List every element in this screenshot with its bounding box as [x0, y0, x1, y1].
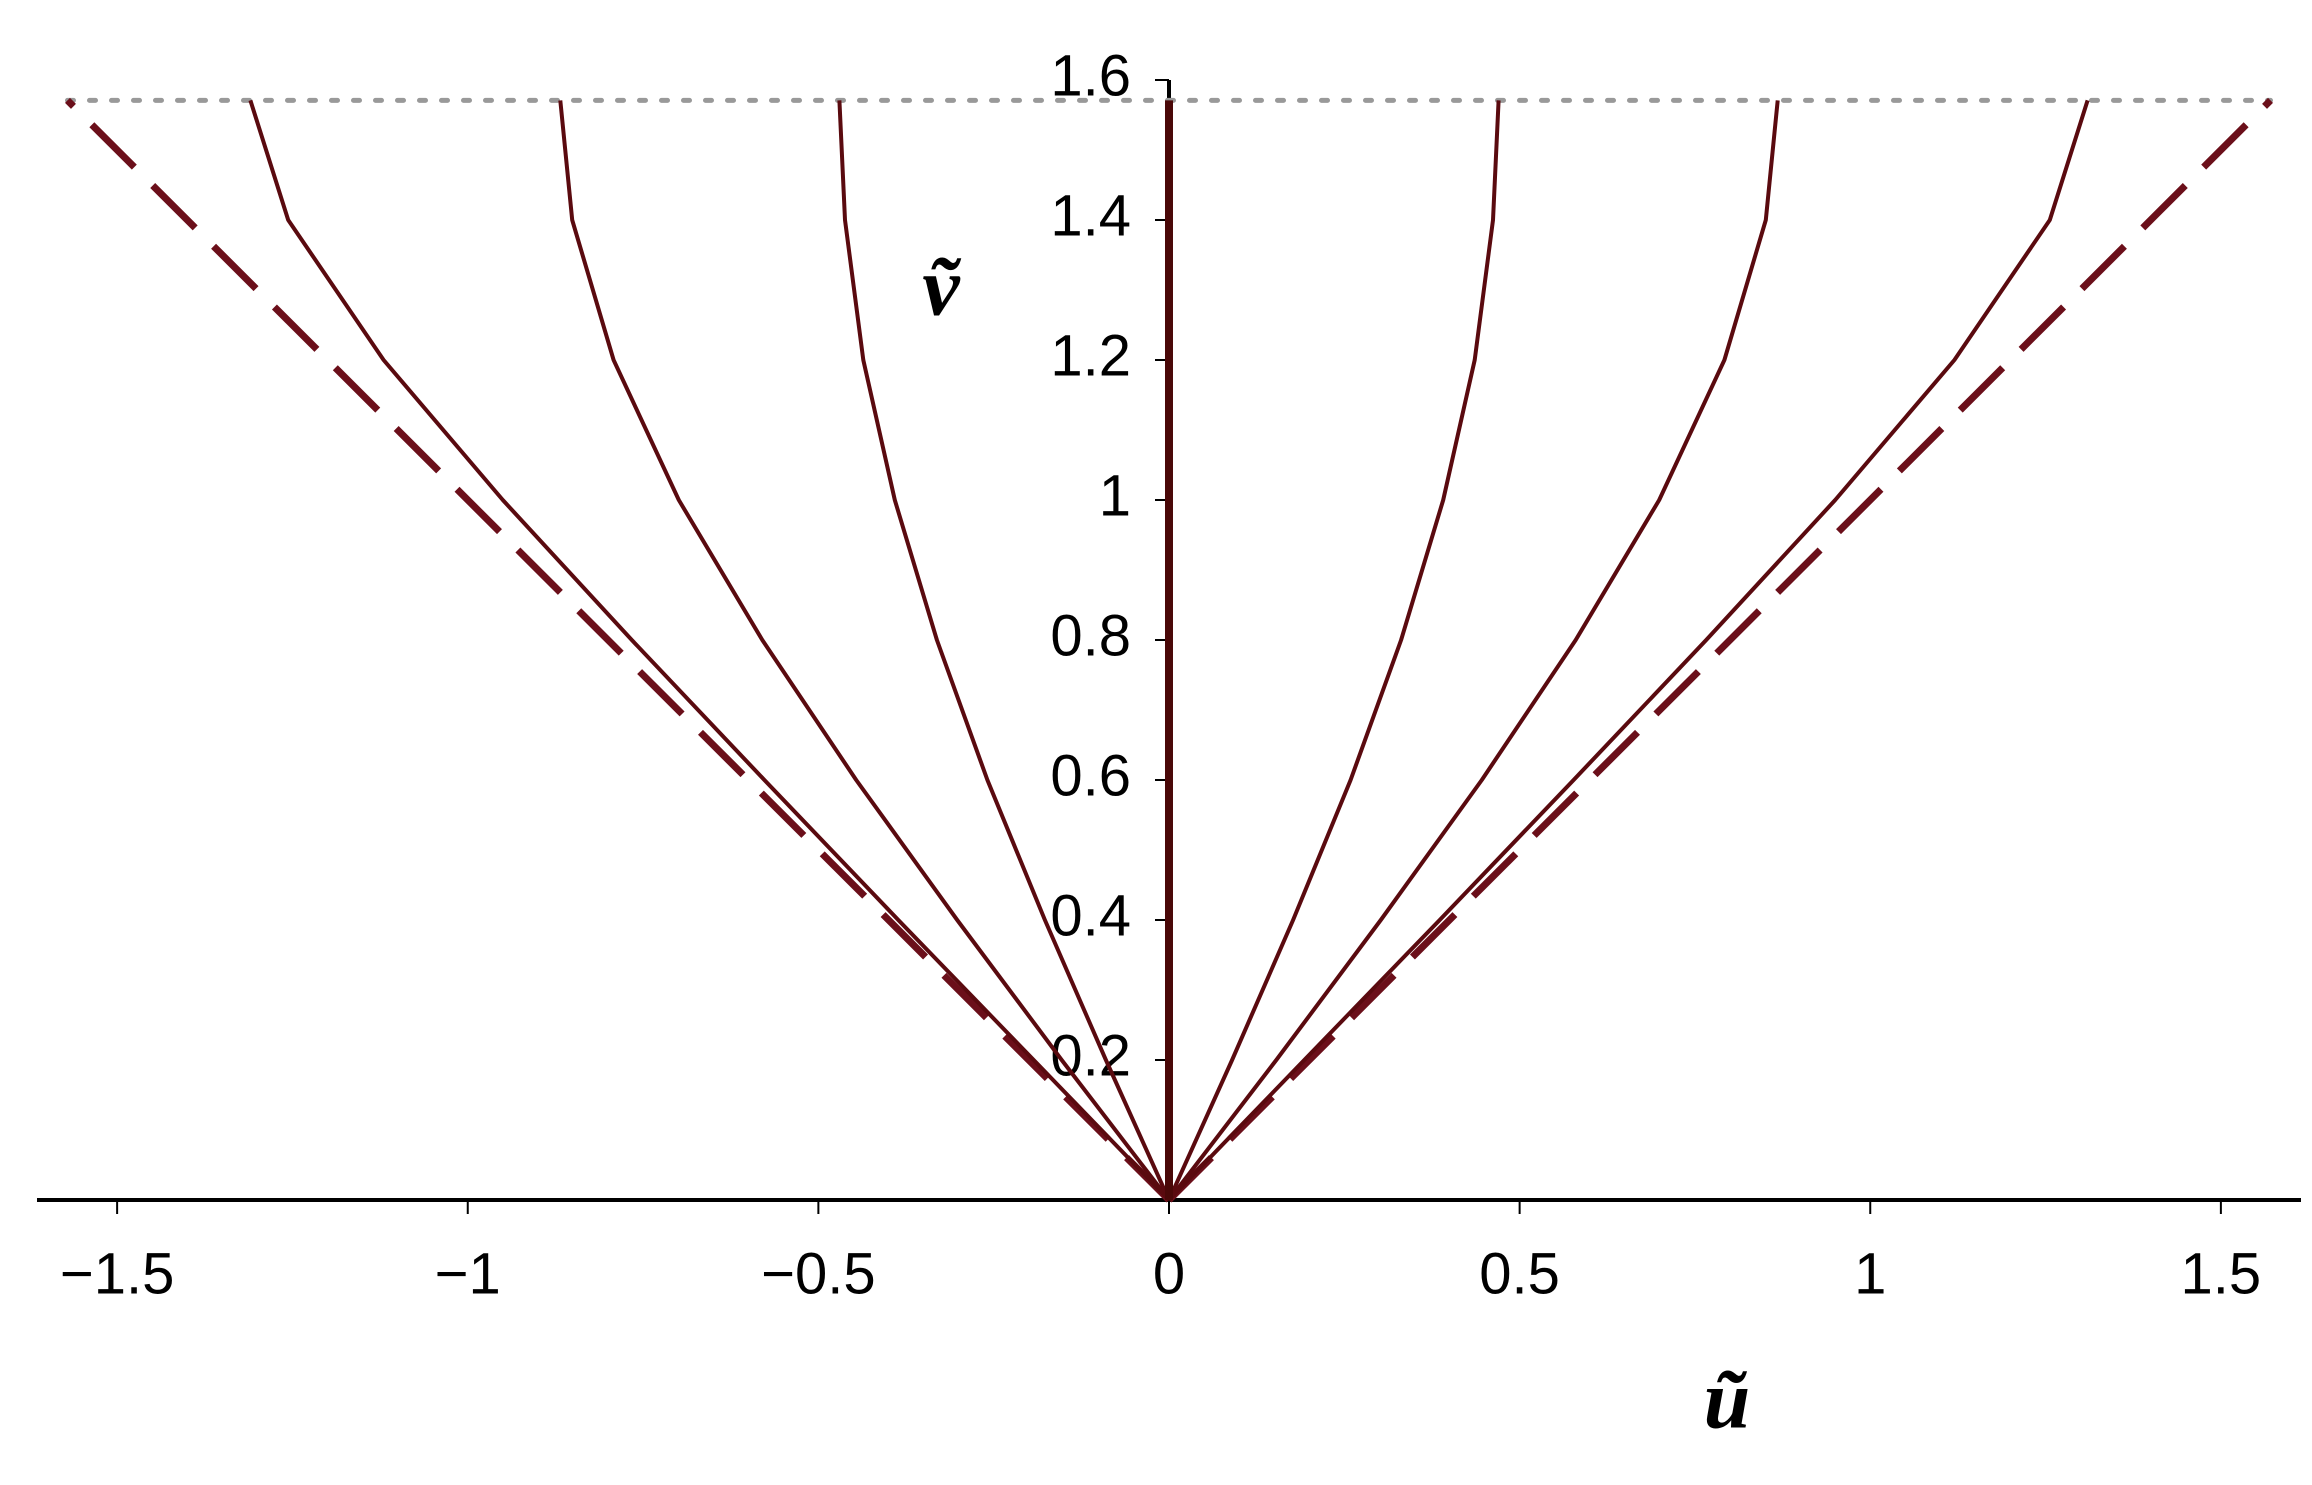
x-tick-label: 0.5 — [1479, 1241, 1560, 1306]
curve — [1166, 97, 2273, 1203]
x-tick-label: 0 — [1153, 1241, 1185, 1306]
curve — [65, 97, 1172, 1203]
y-tick-label: 0.2 — [1050, 1023, 1131, 1088]
x-tick-label: 1.5 — [2181, 1241, 2262, 1306]
y-tick-label: 0.4 — [1050, 883, 1131, 948]
curve — [248, 99, 1171, 1202]
x-tick-label: −1.5 — [60, 1241, 175, 1306]
x-tick-label: −1 — [435, 1241, 501, 1306]
x-tick-label: 1 — [1854, 1241, 1886, 1306]
y-axis-label: ṽ — [922, 240, 961, 333]
y-tick-label: 1 — [1099, 463, 1131, 528]
y-tick-label: 1.2 — [1050, 323, 1131, 388]
x-tick-label: −0.5 — [761, 1241, 876, 1306]
y-tick-label: 0.6 — [1050, 743, 1131, 808]
y-tick-label: 1.6 — [1050, 43, 1131, 108]
y-tick-label: 0.8 — [1050, 603, 1131, 668]
curve — [837, 100, 1171, 1201]
curve — [558, 100, 1171, 1202]
y-tick-label: 1.4 — [1050, 183, 1131, 248]
curve — [1167, 100, 1501, 1201]
curve — [1167, 99, 2090, 1202]
x-axis-label: ũ — [1704, 1353, 1751, 1446]
curve — [1167, 100, 1780, 1202]
